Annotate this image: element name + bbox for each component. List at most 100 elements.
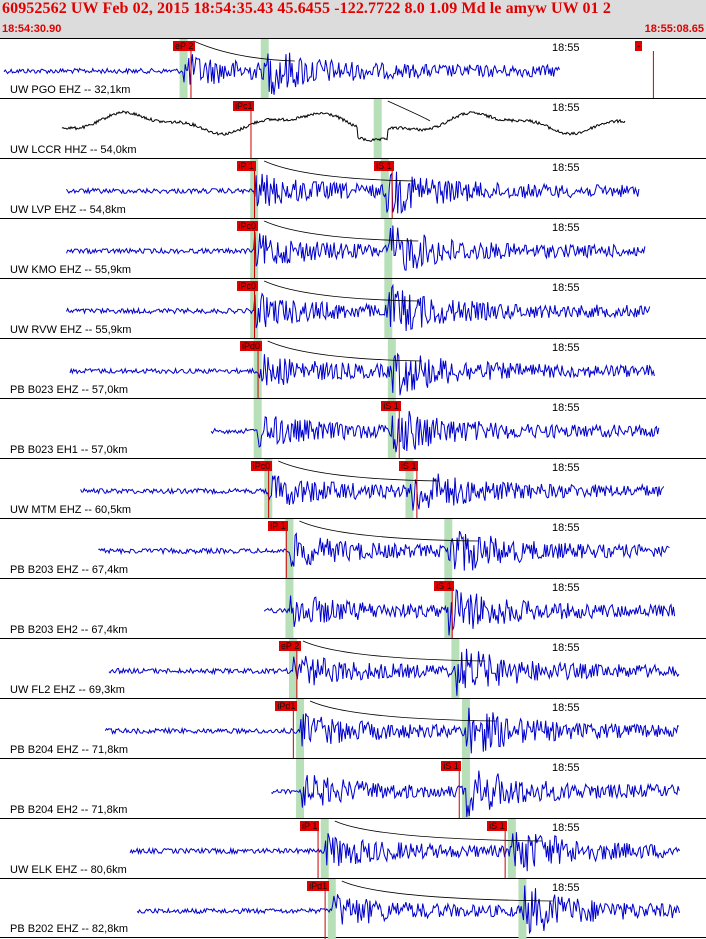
waveform-trace: [271, 770, 680, 817]
trace-panel[interactable]: iP 1 iS 1 18:55 UW ELK EHZ -- 80,6km: [0, 818, 706, 879]
waveform-plot: [108, 639, 680, 699]
phase-pick-marker[interactable]: iPd1: [275, 701, 298, 711]
waveform-plot: [263, 579, 676, 639]
trace-panel[interactable]: iP 1 18:55 PB B203 EHZ -- 67,4km: [0, 518, 706, 579]
waveform-trace: [263, 588, 676, 636]
travel-time-curve: [263, 220, 419, 242]
trace-panel[interactable]: iPd0 18:55 PB B023 EHZ -- 57,0km: [0, 338, 706, 399]
phase-pick-marker[interactable]: iPc0: [250, 461, 273, 471]
waveform-trace: [108, 648, 680, 696]
pick-window: [461, 699, 470, 759]
pick-window: [380, 159, 389, 219]
start-time: 18:54:30.90: [2, 23, 62, 35]
phase-pick-marker[interactable]: -: [635, 41, 643, 51]
trace-panel[interactable]: iPd1 18:55 PB B202 EHZ -- 82,8km: [0, 878, 706, 939]
phase-pick-marker[interactable]: iPc1: [232, 101, 255, 111]
travel-time-curve: [299, 520, 479, 542]
time-tick-label: 18:55: [552, 642, 580, 654]
phase-pick-marker[interactable]: iS 1: [381, 401, 401, 411]
phase-pick-marker[interactable]: iS 1: [398, 461, 419, 471]
station-channel-label: UW MTM EHZ -- 60,5km: [10, 504, 131, 516]
trace-panel[interactable]: iPc1 18:55 UW LCCR HHZ -- 54,0km: [0, 98, 706, 159]
waveform-trace: [66, 171, 640, 214]
station-channel-label: PB B202 EHZ -- 82,8km: [10, 923, 128, 935]
phase-pick-marker[interactable]: iS 1: [487, 821, 507, 831]
waveform-trace: [3, 52, 561, 95]
phase-pick-marker[interactable]: eP 2: [172, 41, 196, 51]
phase-pick-marker[interactable]: iS 1: [374, 161, 394, 171]
waveform-plot: [66, 159, 640, 219]
phase-pick-marker[interactable]: iS 1: [441, 761, 461, 771]
trace-panel[interactable]: eP 2 - 18:55 UW PGO EHZ -- 32,1km: [0, 38, 706, 99]
end-time: 18:55:08.65: [644, 23, 704, 35]
time-tick-label: 18:55: [552, 822, 580, 834]
trace-panel[interactable]: eP 2 18:55 UW FL2 EHZ -- 69,3km: [0, 638, 706, 699]
waveform-plot: [61, 99, 626, 159]
station-channel-label: UW RVW EHZ -- 55,9km: [10, 324, 132, 336]
station-channel-label: UW KMO EHZ -- 55,9km: [10, 264, 132, 276]
pick-window: [451, 639, 460, 699]
phase-pick-marker[interactable]: iP 1: [268, 521, 288, 531]
time-tick-label: 18:55: [552, 462, 580, 474]
travel-time-curve: [387, 100, 431, 122]
station-channel-label: PB B023 EH1 -- 57,0km: [10, 444, 128, 456]
phase-pick-marker[interactable]: iPd1: [307, 881, 330, 891]
phase-pick-marker[interactable]: iPc0: [236, 221, 259, 231]
station-channel-label: UW LVP EHZ -- 54,8km: [10, 204, 126, 216]
trace-panel[interactable]: iS 1 18:55 PB B023 EH1 -- 57,0km: [0, 398, 706, 459]
time-tick-label: 18:55: [552, 162, 580, 174]
phase-pick-marker[interactable]: iPc0: [236, 281, 259, 291]
time-tick-label: 18:55: [552, 522, 580, 534]
phase-pick-marker[interactable]: iS 1: [434, 581, 454, 591]
waveform-plot: [104, 699, 680, 759]
station-channel-label: UW PGO EHZ -- 32,1km: [10, 84, 131, 96]
travel-time-curve: [309, 700, 496, 722]
travel-time-curve: [193, 40, 295, 62]
pick-window: [384, 279, 393, 339]
waveform-plot: [98, 519, 670, 579]
trace-panel[interactable]: iPd1 18:55 PB B204 EHZ -- 71,8km: [0, 698, 706, 759]
time-tick-label: 18:55: [552, 282, 580, 294]
time-tick-label: 18:55: [552, 402, 580, 414]
station-channel-label: UW FL2 EHZ -- 69,3km: [10, 684, 125, 696]
waveform-trace: [80, 473, 665, 511]
time-tick-label: 18:55: [552, 582, 580, 594]
seismogram-panels: eP 2 - 18:55 UW PGO EHZ -- 32,1km iPc1 18:55 U…: [0, 38, 706, 939]
station-channel-label: PB B204 EH2 -- 71,8km: [10, 804, 128, 816]
trace-panel[interactable]: iPc0 18:55 UW KMO EHZ -- 55,9km: [0, 218, 706, 279]
pick-window: [384, 219, 393, 279]
waveform-plot: [66, 279, 651, 339]
waveform-trace: [66, 225, 646, 271]
waveform-trace: [129, 832, 681, 872]
waveform-trace: [210, 410, 660, 453]
pick-window: [179, 39, 188, 99]
pick-window: [387, 339, 396, 399]
pick-window: [518, 879, 527, 939]
travel-time-curve: [341, 880, 553, 902]
station-channel-label: PB B023 EHZ -- 57,0km: [10, 384, 128, 396]
waveform-plot: [210, 399, 660, 459]
trace-panel[interactable]: iPc0 18:55 UW RVW EHZ -- 55,9km: [0, 278, 706, 339]
waveform-trace: [104, 707, 680, 754]
pick-window: [253, 399, 262, 459]
time-tick-label: 18:55: [552, 222, 580, 234]
station-channel-label: UW ELK EHZ -- 80,6km: [10, 864, 127, 876]
waveform-plot: [129, 819, 681, 879]
phase-pick-marker[interactable]: iPd0: [240, 341, 263, 351]
trace-panel[interactable]: iP 1 iS 1 18:55 UW LVP EHZ -- 54,8km: [0, 158, 706, 219]
travel-time-curve: [302, 640, 486, 662]
phase-pick-marker[interactable]: iP 1: [300, 821, 320, 831]
header-bar: 60952562 UW Feb 02, 2015 18:54:35.43 45.…: [0, 0, 706, 38]
phase-pick-marker[interactable]: eP 2: [278, 641, 302, 651]
waveform-plot: [66, 219, 646, 279]
trace-panel[interactable]: iS 1 18:55 PB B204 EH2 -- 71,8km: [0, 758, 706, 819]
trace-panel[interactable]: iS 1 18:55 PB B203 EH2 -- 67,4km: [0, 578, 706, 639]
phase-pick-marker[interactable]: iP 1: [236, 161, 256, 171]
trace-panel[interactable]: iPc0 iS 1 18:55 UW MTM EHZ -- 60,5km: [0, 458, 706, 519]
waveform-plot: [80, 459, 665, 519]
travel-time-curve: [278, 460, 440, 482]
station-channel-label: PB B204 EHZ -- 71,8km: [10, 744, 128, 756]
time-tick-label: 18:55: [552, 702, 580, 714]
event-title: 60952562 UW Feb 02, 2015 18:54:35.43 45.…: [2, 0, 611, 17]
waveform-plot: [136, 879, 680, 939]
